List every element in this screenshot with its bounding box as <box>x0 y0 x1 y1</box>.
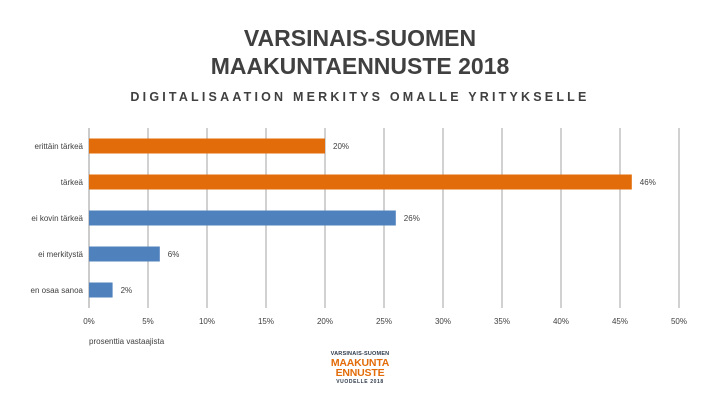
bar <box>89 210 396 226</box>
bars <box>89 138 632 298</box>
x-tick-labels: 0% 5% 10% 15% 20% 25% 30% 35% 40% 45% 50% <box>83 317 687 326</box>
x-tick-label: 10% <box>199 317 215 326</box>
chart-subtitle: DIGITALISAATION MERKITYS OMALLE YRITYKSE… <box>130 90 590 104</box>
category-label: erittäin tärkeä <box>35 142 84 151</box>
x-tick-label: 5% <box>142 317 154 326</box>
logo-line-4: VUODELLE 2018 <box>336 378 384 385</box>
x-tick-label: 35% <box>494 317 510 326</box>
category-label: en osaa sanoa <box>31 286 84 295</box>
x-tick-label: 20% <box>317 317 333 326</box>
x-tick-label: 0% <box>83 317 95 326</box>
bar <box>89 138 325 154</box>
category-label: ei kovin tärkeä <box>31 214 83 223</box>
logo-line-3: ENNUSTE <box>335 367 385 379</box>
bar <box>89 174 632 190</box>
page-title: VARSINAIS-SUOMEN MAAKUNTAENNUSTE 2018 <box>0 24 720 80</box>
value-labels: 20% 46% 26% 6% 2% <box>121 142 656 295</box>
data-label: 46% <box>640 178 656 187</box>
logo-line-1: VARSINAIS-SUOMEN <box>330 351 390 357</box>
x-axis-label: prosenttia vastaajista <box>89 337 165 346</box>
logo-line-2: MAAKUNTA <box>330 356 390 369</box>
title-line-1: VARSINAIS-SUOMEN <box>243 25 477 51</box>
x-tick-label: 15% <box>258 317 274 326</box>
category-labels: erittäin tärkeä tärkeä ei kovin tärkeä ei m… <box>31 142 84 295</box>
x-tick-label: 45% <box>612 317 628 326</box>
data-label: 26% <box>404 214 420 223</box>
bar <box>89 246 160 262</box>
category-label: ei merkitystä <box>38 250 83 259</box>
x-tick-label: 25% <box>376 317 392 326</box>
data-label: 6% <box>168 250 180 259</box>
data-label: 2% <box>121 286 133 295</box>
bar <box>89 282 113 298</box>
x-tick-label: 40% <box>553 317 569 326</box>
x-tick-label: 50% <box>671 317 687 326</box>
category-label: tärkeä <box>61 178 84 187</box>
maakuntaennuste-logo: VARSINAIS-SUOMEN MAAKUNTA ENNUSTE VUODEL… <box>322 351 398 385</box>
x-tick-label: 30% <box>435 317 451 326</box>
data-label: 20% <box>333 142 349 151</box>
title-line-2: MAAKUNTAENNUSTE 2018 <box>210 53 510 79</box>
